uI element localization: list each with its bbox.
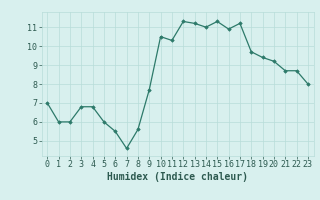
X-axis label: Humidex (Indice chaleur): Humidex (Indice chaleur) xyxy=(107,172,248,182)
